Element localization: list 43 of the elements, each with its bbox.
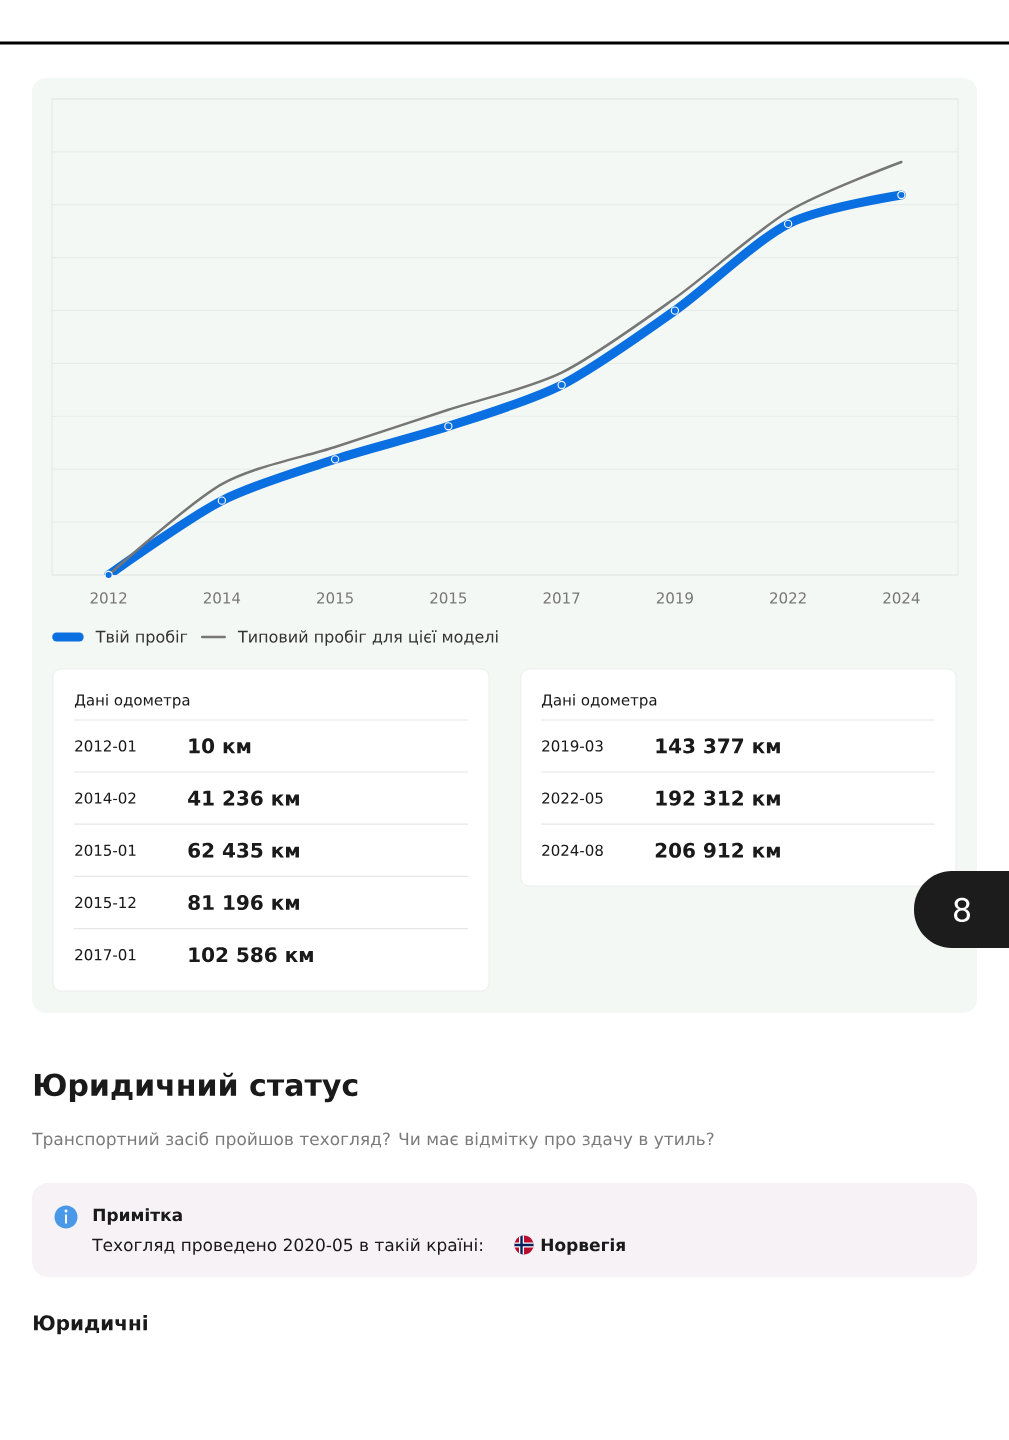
x-tick-label: 2012 — [90, 592, 127, 604]
text: 2019-03 — [542, 740, 603, 752]
text: Примітка — [93, 1208, 182, 1225]
text: 10 км — [189, 738, 251, 754]
text: 102 586 км — [189, 947, 313, 963]
text: Техогляд проведено 2020-05 в такій країні: — [92, 1238, 482, 1255]
x-tick-label: 2024 — [883, 592, 920, 604]
text: 2014-02 — [75, 792, 136, 804]
text: 143 377 км — [656, 738, 780, 754]
text: 41 236 км — [188, 790, 299, 806]
text: Юридичний статус — [34, 1072, 358, 1103]
text: 8 — [954, 897, 970, 922]
x-tick-label: 2014 — [203, 592, 241, 604]
text: 81 196 км — [188, 894, 299, 911]
x-tick-label: 2015 — [430, 592, 467, 604]
text: Дані одометра — [541, 694, 657, 709]
point — [670, 306, 680, 315]
x-tick-label: 2019 — [656, 592, 693, 604]
text: Дані одометра — [74, 694, 190, 709]
x-tick-label: 2022 — [770, 592, 806, 604]
point — [330, 455, 340, 464]
text: 2022-05 — [542, 792, 603, 804]
x-tick-label: 2015 — [317, 592, 353, 604]
text: 2017-01 — [75, 949, 136, 961]
point — [897, 190, 906, 200]
text: Транспортний засіб пройшов техогляд? Чи має відмітку про здачу в утиль? — [32, 1131, 714, 1149]
point — [557, 380, 566, 390]
legend-label: Твій пробіг — [95, 630, 188, 646]
point — [104, 570, 113, 580]
text: 2024-08 — [542, 844, 603, 857]
point — [444, 422, 453, 431]
text: 62 435 км — [188, 842, 299, 858]
x-tick-label: 2017 — [543, 592, 580, 604]
text: 192 312 км — [656, 790, 780, 806]
legend-label: Типовий пробіг для цієї моделі — [237, 630, 498, 646]
text: 206 912 км — [655, 842, 780, 858]
text: Норвегія — [541, 1238, 625, 1255]
point — [217, 496, 227, 505]
text: 2015-01 — [75, 844, 136, 857]
point — [783, 219, 793, 229]
text: 2012-01 — [75, 740, 136, 752]
text: Юридичні — [34, 1315, 147, 1335]
text: 2015-12 — [75, 896, 136, 909]
